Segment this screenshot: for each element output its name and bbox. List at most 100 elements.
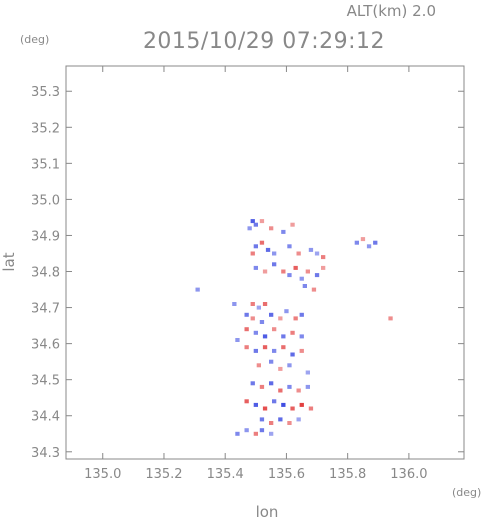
heatmap-cell (253, 330, 258, 335)
heatmap-cell (269, 312, 274, 317)
heatmap-cells (195, 219, 393, 436)
heatmap-cell (269, 381, 274, 386)
heatmap-cell (256, 305, 261, 310)
heatmap-cell (262, 406, 268, 411)
heatmap-cell (250, 219, 255, 224)
heatmap-cell (290, 352, 295, 357)
y-tick-label: 34.8 (31, 266, 60, 281)
y-tick-label: 35.1 (31, 157, 60, 172)
heatmap-cell (281, 402, 286, 407)
y-tick-label: 34.5 (31, 374, 60, 389)
heatmap-cell (259, 428, 265, 433)
heatmap-cell (360, 237, 366, 242)
heatmap-cell (232, 302, 237, 306)
heatmap-cell (244, 428, 249, 433)
heatmap-cell (321, 265, 326, 270)
heatmap-cell (287, 421, 292, 425)
heatmap-cell (259, 320, 265, 324)
heatmap-cell (290, 406, 295, 411)
y-tick-label: 35.0 (31, 193, 60, 208)
heatmap-cell (244, 312, 249, 317)
heatmap-cell (278, 388, 283, 393)
heatmap-cell (373, 240, 378, 245)
y-tick-label: 34.7 (31, 302, 60, 317)
heatmap-cell (308, 406, 314, 411)
heatmap-cell (287, 363, 292, 368)
chart-subtitle: ALT(km) 2.0 (347, 2, 436, 20)
heatmap-cell (305, 370, 310, 375)
heatmap-cell (287, 384, 292, 389)
heatmap-cell (265, 247, 271, 252)
heatmap-cell (272, 348, 277, 353)
heatmap-cell (281, 229, 286, 234)
heatmap-cell (195, 287, 200, 292)
y-tick-label: 34.4 (31, 410, 60, 425)
heatmap-cell (244, 399, 249, 404)
x-tick-label: 135.2 (145, 467, 182, 482)
heatmap-cell (256, 363, 261, 368)
heatmap-cell (269, 431, 274, 436)
y-tick-label: 34.9 (31, 229, 60, 244)
heatmap-cell (259, 240, 265, 245)
plot-area-frame (65, 65, 465, 460)
heatmap-cell (250, 251, 255, 256)
heatmap-cell (281, 345, 286, 350)
heatmap-cell (305, 269, 310, 274)
y-tick-label: 34.3 (31, 446, 60, 461)
heatmap-cell (314, 273, 320, 278)
heatmap-cell (287, 273, 292, 278)
axis-ticks (66, 66, 464, 459)
heatmap-cell (269, 226, 274, 231)
heatmap-cell (290, 222, 295, 227)
heatmap-cell (305, 384, 310, 389)
heatmap-cell (262, 302, 268, 306)
chart-title: 2015/10/29 07:29:12 (143, 29, 385, 54)
heatmap-cell (299, 312, 304, 317)
x-unit-label: (deg) (452, 486, 481, 499)
x-tick-label: 136.0 (390, 467, 427, 482)
heatmap-cell (244, 327, 249, 332)
heatmap-cell (290, 330, 295, 335)
heatmap-cell (314, 251, 320, 256)
heatmap-cell (253, 402, 258, 407)
heatmap-cell (250, 316, 255, 321)
axis-tick-labels: 135.0 135.2 135.4 135.6 135.8 136.0 34.3 34.4 34… (31, 85, 427, 482)
heatmap-cell (250, 302, 255, 306)
heatmap-cell (269, 421, 274, 425)
heatmap-cell (284, 309, 289, 314)
heatmap-cell (259, 219, 265, 224)
heatmap-cell (366, 244, 372, 249)
heatmap-cell (247, 226, 252, 231)
heatmap-cell (272, 399, 277, 404)
x-tick-label: 135.6 (268, 467, 305, 482)
heatmap-cell (293, 265, 298, 270)
heatmap-cell (388, 316, 393, 321)
heatmap-cell (278, 366, 283, 371)
x-axis-label: lon (256, 503, 279, 521)
heatmap-cell (302, 284, 307, 288)
heatmap-cell (262, 345, 268, 350)
y-axis-label: lat (0, 252, 18, 271)
heatmap-cell (259, 384, 265, 389)
heatmap-cell (235, 338, 240, 342)
y-tick-label: 35.3 (31, 85, 60, 100)
heatmap-cell (354, 240, 359, 245)
heatmap-cell (299, 348, 304, 353)
heatmap-cell (287, 244, 292, 249)
heatmap-cell (244, 345, 249, 350)
heatmap-cell (293, 316, 298, 321)
heatmap-cell (259, 417, 265, 422)
y-unit-label: (deg) (20, 33, 49, 46)
x-tick-label: 135.8 (329, 467, 366, 482)
heatmap-cell (272, 327, 277, 332)
heatmap-cell (278, 316, 283, 321)
heatmap-cell (281, 269, 286, 274)
heatmap-cell (299, 334, 304, 339)
heatmap-cell (235, 431, 240, 436)
x-tick-label: 135.0 (84, 467, 121, 482)
heatmap-cell (272, 251, 277, 256)
heatmap-cell (269, 359, 274, 364)
heatmap-cell (253, 244, 258, 249)
heatmap-cell (321, 255, 326, 260)
heatmap-cell (308, 247, 314, 252)
